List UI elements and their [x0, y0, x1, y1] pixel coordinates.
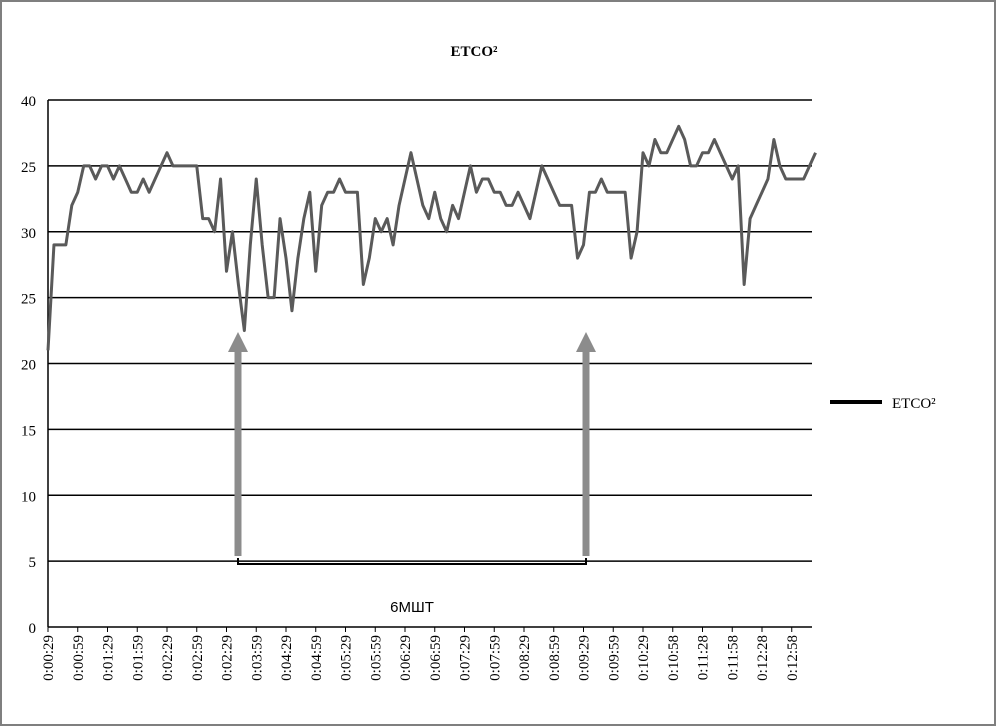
x-tick-label: 0:01:59 — [130, 635, 146, 681]
x-tick-label: 0:08:29 — [517, 635, 533, 681]
y-tick-label: 25 — [21, 160, 36, 176]
annotation-text: 6МШТ — [390, 599, 434, 616]
x-tick-label: 0:12:58 — [785, 635, 801, 681]
x-tick-label: 0:09:59 — [606, 635, 622, 681]
plot-area: 0 5 10 15 20 25 30 25 40 0:00:29 0:00:59 0:01:29 0:0… — [21, 94, 817, 681]
x-tick-label: 0:06:59 — [428, 635, 444, 681]
x-tick-label: 0:02:29 — [160, 635, 176, 681]
y-tick-label: 40 — [21, 94, 36, 110]
arrow-head — [228, 332, 248, 352]
data-line — [46, 124, 817, 351]
x-tick-label: 0:07:59 — [487, 635, 503, 681]
legend-label: ETCO² — [892, 396, 936, 412]
x-tick-label: 0:04:59 — [309, 635, 325, 681]
x-tick-label: 0:09:29 — [577, 635, 593, 681]
x-tick-label: 0:02:59 — [190, 635, 206, 681]
y-tick-label: 15 — [21, 423, 36, 439]
x-tick-label: 0:03:59 — [249, 635, 265, 681]
x-tick-label: 0:10:29 — [636, 635, 652, 681]
x-tick-label: 0:02:29 — [220, 635, 236, 681]
y-tick-label: 20 — [21, 358, 36, 374]
x-tick-label: 0:08:59 — [547, 635, 563, 681]
x-tick-label: 0:00:29 — [41, 635, 57, 681]
x-tick-label: 0:01:29 — [101, 635, 117, 681]
x-tick-label: 0:11:28 — [696, 635, 712, 680]
x-tick-label: 0:00:59 — [71, 635, 87, 681]
x-tick-label: 0:05:59 — [368, 635, 384, 681]
x-tick-label: 0:06:29 — [398, 635, 414, 681]
y-tick-label: 25 — [21, 292, 36, 308]
bracket — [237, 558, 587, 565]
x-tick-label: 0:10:58 — [666, 635, 682, 681]
y-tick-label: 30 — [21, 226, 36, 242]
y-tick-label: 5 — [29, 555, 37, 571]
annotation: 6МШТ — [228, 332, 596, 616]
y-tick-label: 10 — [21, 489, 36, 505]
arrow-head — [576, 332, 596, 352]
x-tick-label: 0:11:58 — [725, 635, 741, 680]
x-tick-label: 0:07:29 — [458, 635, 474, 681]
x-tick-label: 0:12:28 — [755, 635, 771, 681]
chart-title: ETCO² — [450, 44, 498, 60]
x-tick-label: 0:05:29 — [339, 635, 355, 681]
y-tick-label: 0 — [29, 621, 37, 637]
x-tick-label: 0:04:29 — [279, 635, 295, 681]
